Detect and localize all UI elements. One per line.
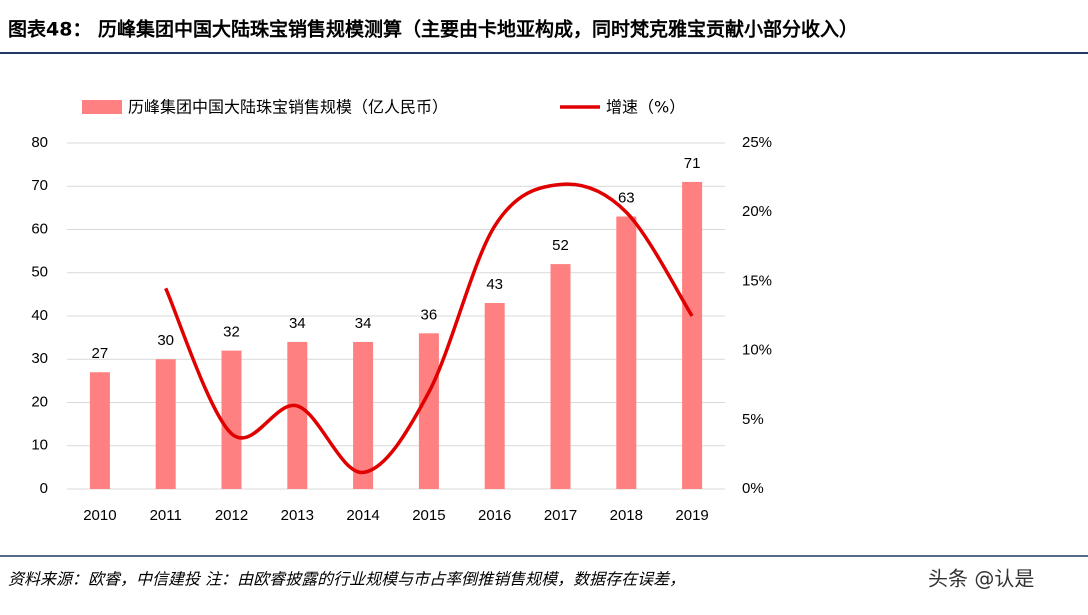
value-label: 71 [684, 155, 701, 172]
value-label: 36 [421, 306, 438, 323]
x-tick-label: 2016 [478, 507, 511, 524]
growth-line [164, 182, 694, 475]
x-tick-label: 2011 [150, 507, 182, 524]
legend-label: 历峰集团中国大陆珠宝销售规模（亿人民币） [128, 98, 448, 117]
bar [616, 216, 637, 489]
bar [221, 350, 242, 489]
bar [287, 341, 308, 489]
y-tick-label: 20 [31, 393, 48, 410]
value-label: 34 [289, 315, 306, 332]
y2-tick-label: 0% [742, 480, 764, 497]
value-label: 63 [618, 189, 635, 206]
bar [89, 372, 110, 489]
legend-swatch [82, 100, 122, 114]
x-tick-label: 2017 [544, 507, 577, 524]
bar [418, 333, 439, 489]
chart-title: 图表48： 历峰集团中国大陆珠宝销售规模测算（主要由卡地亚构成，同时梵克雅宝贡献… [8, 18, 858, 41]
value-label: 43 [486, 276, 503, 293]
y2-tick-label: 5% [742, 411, 764, 428]
y2-tick-label: 15% [742, 272, 772, 289]
y-tick-label: 70 [31, 177, 48, 194]
value-label: 27 [92, 345, 109, 362]
y2-tick-label: 10% [742, 342, 772, 359]
y-tick-label: 50 [31, 264, 48, 281]
y-tick-label: 40 [31, 307, 48, 324]
legend-label: 增速（%） [606, 98, 685, 117]
x-tick-label: 2014 [346, 507, 379, 524]
y-tick-label: 0 [40, 480, 48, 497]
bar [550, 264, 571, 489]
y2-tick-label: 25% [742, 134, 772, 151]
value-label: 30 [157, 332, 174, 349]
x-tick-label: 2012 [215, 507, 248, 524]
y-tick-label: 10 [31, 437, 48, 454]
x-tick-label: 2018 [610, 507, 643, 524]
y-tick-label: 60 [31, 220, 48, 237]
value-label: 32 [223, 324, 240, 341]
bar [682, 181, 703, 490]
watermark: 头条 @认是 [928, 567, 1034, 591]
x-tick-label: 2019 [675, 507, 708, 524]
x-tick-label: 2015 [412, 507, 445, 524]
bar [484, 303, 505, 489]
x-tick-label: 2010 [83, 507, 116, 524]
y2-tick-label: 20% [742, 203, 772, 220]
footnote: 资料来源：欧睿，中信建投 注：由欧睿披露的行业规模与市占率倒推销售规模，数据存在… [8, 570, 685, 589]
y-tick-label: 80 [31, 134, 48, 151]
value-label: 34 [355, 315, 372, 332]
bar [155, 359, 176, 489]
value-label: 52 [552, 237, 569, 254]
bar [353, 341, 374, 489]
y-tick-label: 30 [31, 350, 48, 367]
x-tick-label: 2013 [281, 507, 314, 524]
